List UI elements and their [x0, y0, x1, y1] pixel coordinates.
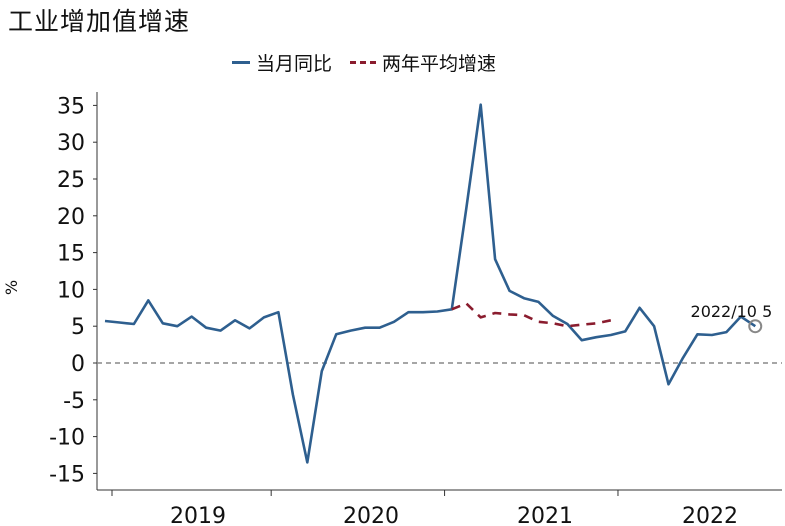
legend-item-two-year-avg: 两年平均增速 — [350, 49, 496, 76]
y-tick-label: 20 — [57, 205, 85, 230]
y-tick-label: 0 — [71, 352, 85, 377]
legend-label-monthly-yoy: 当月同比 — [256, 52, 333, 75]
y-tick-label: -5 — [63, 389, 85, 414]
x-year-label: 2022 — [682, 504, 738, 526]
legend-swatch-solid — [232, 60, 250, 64]
y-tick-label: -15 — [49, 462, 85, 487]
y-tick-label: -10 — [49, 426, 85, 451]
legend-label-two-year-avg: 两年平均增速 — [382, 52, 497, 75]
y-tick-label: 35 — [57, 94, 85, 119]
series-line-two-year-avg — [451, 302, 612, 328]
legend: 当月同比 两年平均增速 — [232, 47, 514, 77]
annotation-marker — [748, 319, 763, 334]
x-year-label: 2021 — [517, 504, 573, 526]
chart-title: 工业增加值增速 — [8, 7, 191, 36]
y-tick-label: 10 — [57, 278, 85, 303]
y-tick-label: 25 — [57, 168, 85, 193]
y-tick-label: 15 — [57, 242, 85, 267]
legend-item-monthly-yoy: 当月同比 — [232, 49, 332, 76]
series-line-monthly-yoy — [104, 103, 757, 464]
annotation-label: 2022/10 5 — [691, 302, 773, 321]
x-year-label: 2020 — [343, 504, 399, 526]
legend-swatch-dashed — [350, 60, 377, 64]
x-year-label: 2019 — [170, 504, 226, 526]
y-tick-label: 30 — [57, 131, 85, 156]
y-tick-label: 5 — [71, 315, 85, 340]
